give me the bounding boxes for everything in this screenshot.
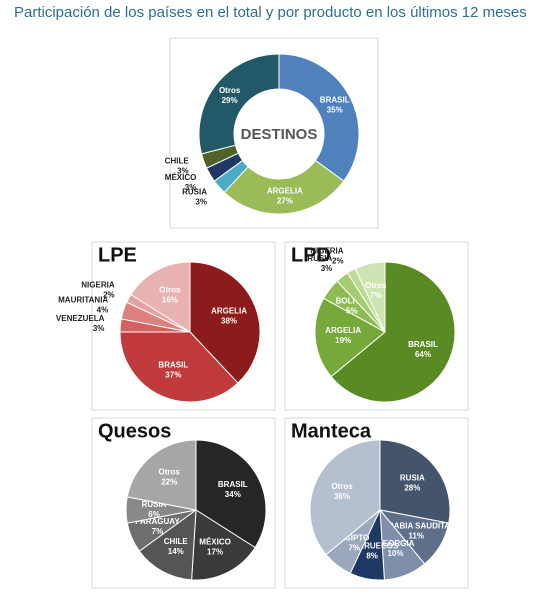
slice-label: MÉXICO xyxy=(199,538,231,547)
slice-label: MÉXICO xyxy=(165,173,197,182)
slice-label: Otros xyxy=(365,281,387,290)
slice-value: 6% xyxy=(148,510,160,519)
slice-label: RUSIA xyxy=(307,254,332,263)
slice xyxy=(126,439,197,511)
panel-title: Manteca xyxy=(291,420,372,442)
slice-value: 29% xyxy=(222,96,238,105)
slice-value: 37% xyxy=(165,371,181,380)
slice xyxy=(314,297,386,378)
slice-value: 22% xyxy=(161,478,177,487)
slice-label: EGIPTO xyxy=(339,533,369,542)
slice-label: Otros xyxy=(331,482,353,491)
slice-value: 14% xyxy=(168,547,184,556)
slice-label: Otros xyxy=(219,86,241,95)
panel-title: LPE xyxy=(98,244,137,266)
slice-label: Otros xyxy=(159,285,181,294)
slice-value: 64% xyxy=(415,350,431,359)
slice-label: MARRUECOS xyxy=(346,541,399,550)
slice xyxy=(379,439,451,524)
slice-value: 3% xyxy=(195,198,207,207)
slice-label: RUSIA xyxy=(142,500,167,509)
slice-label: ARGELIA xyxy=(211,307,247,316)
slice-label: NIGERIA xyxy=(310,247,344,256)
slice-label: CHILE xyxy=(165,157,190,166)
panel-title: Quesos xyxy=(98,420,171,442)
slice-label: RUSIA xyxy=(182,188,207,197)
slice xyxy=(119,331,239,403)
slice-label: MAURITANIA xyxy=(58,296,108,305)
slice-value: 28% xyxy=(404,483,420,492)
slice xyxy=(138,508,197,581)
slice xyxy=(189,261,261,384)
panel-title: LPD xyxy=(291,244,331,266)
slice-label: ARGELIA xyxy=(267,186,303,195)
slice-value: 3% xyxy=(93,324,105,333)
slice xyxy=(223,159,345,215)
slice-label: BRASIL xyxy=(408,340,438,349)
slice-value: 17% xyxy=(207,548,223,557)
slice-value: 19% xyxy=(335,336,351,345)
slice xyxy=(191,509,256,581)
slice-value: 8% xyxy=(366,551,378,560)
slice-label: CHILE xyxy=(164,537,189,546)
page-title: Participación de los países en el total … xyxy=(14,4,527,21)
slice xyxy=(130,261,191,333)
slice xyxy=(278,53,360,182)
center-label: DESTINOS xyxy=(241,126,318,143)
slice-value: 3% xyxy=(321,264,333,273)
slice-value: 3% xyxy=(185,183,197,192)
slice-label: PARAGUAY xyxy=(135,517,180,526)
slice-label: ARGELIA xyxy=(325,326,361,335)
slice-value: 5% xyxy=(346,306,358,315)
slice-value: 2% xyxy=(332,257,344,266)
slice-value: 7% xyxy=(152,527,164,536)
slice-label: BRASIL xyxy=(158,361,188,370)
slice-value: 16% xyxy=(162,295,178,304)
slice-value: 2% xyxy=(103,291,115,300)
slice-label: BRASIL xyxy=(320,96,350,105)
slice-value: 36% xyxy=(334,492,350,501)
slice xyxy=(198,53,280,155)
slice-label: RUSIA xyxy=(400,473,425,482)
slice-label: BOLIVIA xyxy=(336,296,369,305)
slice-value: 34% xyxy=(225,490,241,499)
slice xyxy=(330,261,456,403)
slice-value: 3% xyxy=(177,167,189,176)
slice-value: 35% xyxy=(327,106,343,115)
slice-value: 11% xyxy=(408,531,424,540)
slice-label: ARABIA SAUDITA xyxy=(382,521,450,530)
slice-label: NIGERIA xyxy=(81,281,115,290)
slice-value: 4% xyxy=(97,306,109,315)
slice-value: 10% xyxy=(387,549,403,558)
slice-label: Otros xyxy=(159,468,181,477)
slice-label: BRASIL xyxy=(218,480,248,489)
slice-value: 7% xyxy=(348,543,360,552)
slice xyxy=(309,439,381,556)
slice-label: VENEZUELA xyxy=(56,314,105,323)
slice-value: 38% xyxy=(221,317,237,326)
slice xyxy=(354,261,386,333)
slice-label: GEORGIA xyxy=(377,539,415,548)
slice-value: 27% xyxy=(277,196,293,205)
slice-value: 7% xyxy=(370,291,382,300)
